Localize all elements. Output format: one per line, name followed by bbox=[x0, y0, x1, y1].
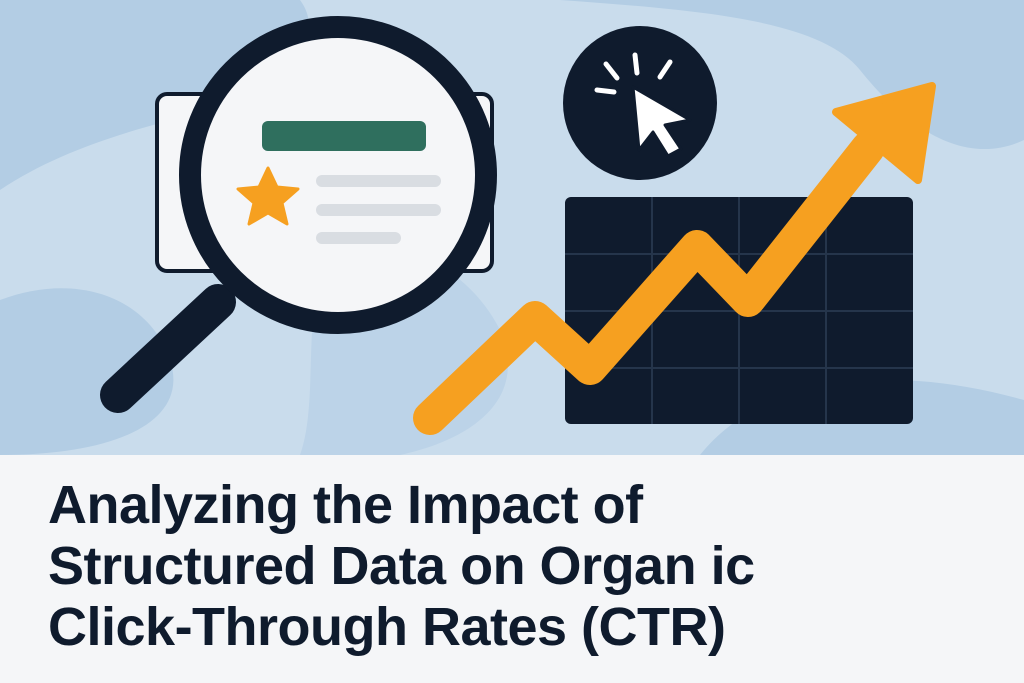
gray-text-line-3 bbox=[316, 232, 401, 244]
trend-up-arrow-icon bbox=[413, 82, 936, 435]
illustration-canvas bbox=[0, 0, 1024, 455]
hero-illustration bbox=[0, 0, 1024, 455]
title-line-3: Click-Through Rates (CTR) bbox=[48, 597, 726, 657]
magnifying-glass-icon bbox=[100, 16, 497, 413]
background-wave-bottom-left bbox=[0, 288, 174, 455]
title-line-1: Analyzing the Impact of bbox=[48, 475, 643, 535]
green-result-bar bbox=[262, 121, 426, 151]
cursor-click-icon bbox=[563, 26, 717, 180]
star-icon bbox=[236, 166, 300, 226]
article-title: Analyzing the Impact of Structured Data … bbox=[48, 475, 988, 658]
gray-text-line-1 bbox=[316, 175, 441, 187]
gray-text-line-2 bbox=[316, 204, 441, 216]
background-wave-top-left bbox=[0, 0, 309, 190]
title-line-2: Structured Data on Organ ic bbox=[48, 536, 755, 596]
title-panel: Analyzing the Impact of Structured Data … bbox=[0, 455, 1024, 683]
